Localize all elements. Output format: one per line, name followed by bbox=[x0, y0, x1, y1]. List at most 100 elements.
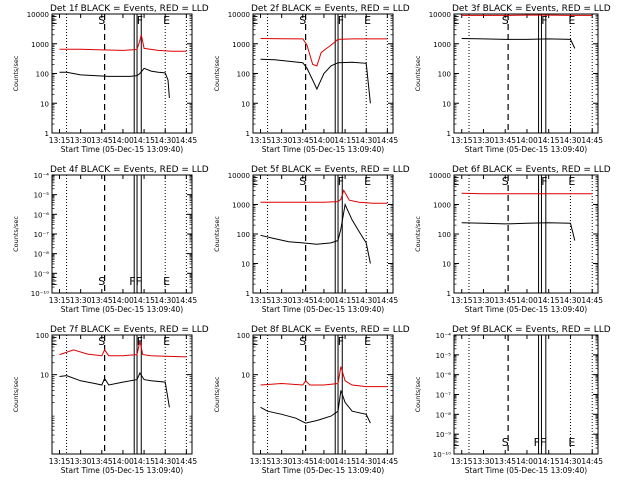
event-marker-label: E bbox=[452, 436, 459, 449]
y-tick-label: 1 bbox=[246, 130, 250, 138]
x-tick-label: 14:30 bbox=[560, 136, 582, 145]
x-tick-label: 13:30 bbox=[70, 296, 92, 305]
panel-title: Det 8f BLACK = Events, RED = LLD bbox=[251, 325, 410, 335]
event-marker-label: E bbox=[163, 275, 170, 288]
y-tick-label: 1000 bbox=[232, 41, 250, 49]
x-tick-label: 14:15 bbox=[133, 296, 155, 305]
x-tick-label: 14:30 bbox=[355, 457, 377, 466]
y-tick-label: 100 bbox=[438, 231, 451, 239]
x-axis-label: Start Time (05-Dec-15 13:09:40) bbox=[262, 305, 384, 314]
y-tick-label: 1000 bbox=[31, 41, 49, 49]
event-marker-label: S bbox=[299, 175, 306, 188]
event-marker-label: F bbox=[338, 175, 344, 188]
y-tick-label: 10⁻⁴ bbox=[34, 172, 50, 180]
x-tick-label: 13:15 bbox=[49, 136, 71, 145]
x-axis-label: Start Time (05-Dec-15 13:09:40) bbox=[262, 145, 384, 154]
x-tick-label: 14:15 bbox=[334, 296, 356, 305]
x-tick-label: 14:00 bbox=[516, 296, 538, 305]
lld-series-line bbox=[260, 38, 388, 67]
x-tick-label: 14:45 bbox=[176, 457, 198, 466]
y-tick-label: 10 bbox=[442, 100, 451, 108]
x-tick-label: 14:00 bbox=[112, 296, 134, 305]
y-tick-label: 1 bbox=[246, 290, 250, 298]
x-tick-label: 13:15 bbox=[250, 296, 272, 305]
x-tick-label: 14:00 bbox=[516, 136, 538, 145]
y-tick-label: 10⁻⁷ bbox=[436, 392, 452, 400]
x-tick-label: 13:30 bbox=[271, 136, 293, 145]
plot-frame bbox=[453, 174, 599, 294]
x-tick-label: 14:30 bbox=[154, 296, 176, 305]
y-tick-label: 10⁻⁴ bbox=[436, 332, 452, 340]
y-tick-label: 100 bbox=[36, 332, 49, 340]
x-tick-label: 14:45 bbox=[581, 296, 603, 305]
x-tick-label: 13:30 bbox=[271, 296, 293, 305]
x-tick-label: 13:15 bbox=[49, 296, 71, 305]
plot-frame bbox=[453, 13, 599, 134]
y-tick-label: 10⁻⁷ bbox=[34, 231, 50, 239]
event-marker-label: S bbox=[502, 175, 509, 188]
y-axis-label: Counts/sec bbox=[12, 216, 20, 252]
event-marker-label: F bbox=[541, 14, 547, 27]
event-marker-label: E bbox=[364, 335, 371, 348]
lld-series-line bbox=[59, 34, 187, 52]
x-tick-label: 14:45 bbox=[377, 457, 399, 466]
event-marker-label: E bbox=[364, 14, 371, 27]
y-tick-label: 1 bbox=[447, 290, 451, 298]
y-tick-label: 10⁻⁸ bbox=[436, 411, 452, 419]
y-tick-label: 10000 bbox=[429, 172, 451, 180]
event-marker-label: FF bbox=[534, 436, 547, 449]
event-marker-label: F bbox=[338, 14, 344, 27]
y-tick-label: 10 bbox=[241, 100, 250, 108]
x-tick-label: 13:30 bbox=[473, 296, 495, 305]
plot-frame bbox=[51, 334, 193, 455]
y-tick-label: 1000 bbox=[433, 202, 451, 210]
x-tick-label: 14:30 bbox=[154, 136, 176, 145]
x-tick-label: 13:45 bbox=[292, 296, 314, 305]
x-tick-label: 14:45 bbox=[581, 457, 603, 466]
event-marker-label: F bbox=[541, 175, 547, 188]
y-tick-label: 10⁻⁹ bbox=[436, 431, 452, 439]
event-marker-label: E bbox=[50, 14, 57, 27]
x-axis-label: Start Time (05-Dec-15 13:09:40) bbox=[61, 466, 183, 475]
x-tick-label: 14:45 bbox=[377, 296, 399, 305]
event-marker-label: S bbox=[98, 14, 105, 27]
event-marker-label: E bbox=[568, 14, 575, 27]
x-tick-label: 14:45 bbox=[176, 136, 198, 145]
events-series-line bbox=[59, 371, 170, 408]
panel-title: Det 6f BLACK = Events, RED = LLD bbox=[452, 165, 611, 175]
x-tick-label: 13:45 bbox=[494, 457, 516, 466]
y-tick-label: 10 bbox=[241, 372, 250, 380]
x-tick-label: 13:30 bbox=[473, 136, 495, 145]
y-tick-label: 100 bbox=[438, 71, 451, 79]
x-tick-label: 14:00 bbox=[112, 136, 134, 145]
y-tick-label: 10 bbox=[40, 100, 49, 108]
x-tick-label: 14:30 bbox=[355, 296, 377, 305]
x-tick-label: 14:45 bbox=[176, 296, 198, 305]
x-tick-label: 14:15 bbox=[133, 457, 155, 466]
x-tick-label: 14:15 bbox=[133, 136, 155, 145]
events-series-line bbox=[461, 38, 576, 49]
y-tick-label: 10 bbox=[40, 372, 49, 380]
x-tick-label: 14:00 bbox=[313, 296, 335, 305]
y-tick-label: 10 bbox=[442, 261, 451, 269]
event-marker-label: E bbox=[50, 335, 57, 348]
x-tick-label: 14:00 bbox=[313, 136, 335, 145]
x-tick-label: 13:45 bbox=[91, 296, 113, 305]
x-tick-label: 13:30 bbox=[473, 457, 495, 466]
x-tick-label: 13:45 bbox=[91, 457, 113, 466]
y-tick-label: 10⁻⁸ bbox=[34, 251, 50, 259]
y-tick-label: 100 bbox=[237, 231, 250, 239]
y-axis-label: Counts/sec bbox=[12, 376, 20, 412]
y-axis-label: Counts/sec bbox=[414, 216, 422, 252]
event-marker-label: E bbox=[251, 335, 258, 348]
lld-series-line bbox=[59, 340, 187, 358]
x-axis-label: Start Time (05-Dec-15 13:09:40) bbox=[465, 466, 587, 475]
y-tick-label: 10000 bbox=[228, 11, 250, 19]
